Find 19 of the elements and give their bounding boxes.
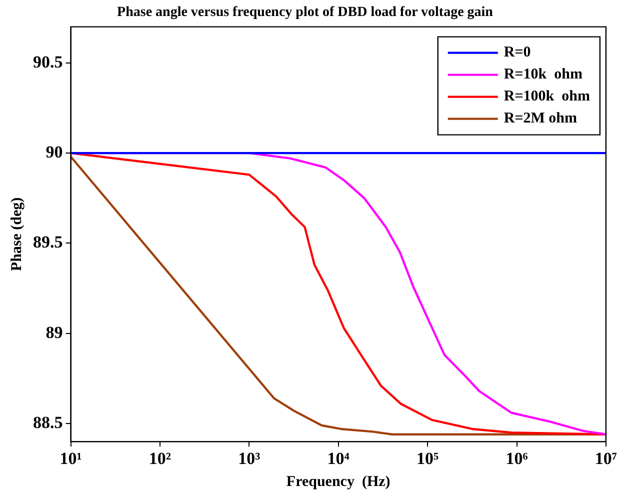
x-tick-label: 10⁴	[327, 449, 350, 468]
chart-title: Phase angle versus frequency plot of DBD load for voltage gain	[117, 5, 494, 20]
x-tick-label: 10¹	[60, 449, 82, 468]
y-axis-title: Phase (deg)	[8, 197, 25, 272]
y-tick-label: 88.5	[33, 412, 63, 432]
legend-label: R=10k ohm	[504, 66, 583, 83]
x-tick-label: 10³	[238, 449, 260, 468]
y-tick-label: 89	[46, 322, 63, 342]
y-tick-label: 90	[46, 142, 63, 162]
legend-label: R=0	[504, 44, 531, 61]
x-tick-label: 10⁶	[506, 449, 528, 468]
x-axis-title: Frequency (Hz)	[286, 474, 390, 490]
x-tick-label: 10²	[148, 449, 172, 468]
legend-label: R=100k ohm	[504, 88, 590, 105]
y-tick-label: 90.5	[33, 52, 63, 72]
legend-label: R=2M ohm	[504, 110, 578, 127]
x-tick-label: 10⁵	[416, 449, 439, 468]
x-tick-label: 10⁷	[594, 449, 618, 468]
y-tick-label: 89.5	[33, 232, 63, 252]
